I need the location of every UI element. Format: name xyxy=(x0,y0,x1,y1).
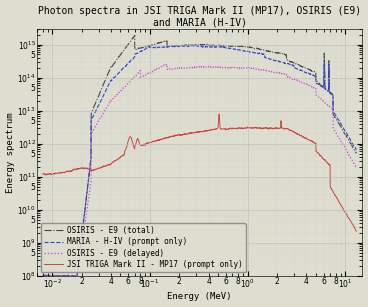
OSIRIS - E9 (total) xyxy=(190,44,194,47)
OSIRIS - E9 (delayed) xyxy=(329,106,333,109)
X-axis label: Energy (MeV): Energy (MeV) xyxy=(167,293,232,301)
MARIA - H-IV (prompt only) xyxy=(345,132,349,135)
OSIRIS - E9 (total) xyxy=(57,275,61,278)
JSI TRIGA Mark II - MP17 (prompt only) xyxy=(329,187,333,191)
OSIRIS - E9 (total) xyxy=(345,135,349,139)
OSIRIS - E9 (delayed) xyxy=(45,275,49,278)
OSIRIS - E9 (delayed) xyxy=(354,165,358,169)
JSI TRIGA Mark II - MP17 (prompt only) xyxy=(190,131,194,135)
Legend: OSIRIS - E9 (total), MARIA - H-IV (prompt only), OSIRIS - E9 (delayed), JSI TRIG: OSIRIS - E9 (total), MARIA - H-IV (promp… xyxy=(41,223,245,272)
MARIA - H-IV (prompt only) xyxy=(190,44,194,48)
OSIRIS - E9 (total) xyxy=(40,274,45,278)
JSI TRIGA Mark II - MP17 (prompt only) xyxy=(217,112,221,116)
OSIRIS - E9 (delayed) xyxy=(269,70,273,73)
MARIA - H-IV (prompt only) xyxy=(175,45,179,48)
OSIRIS - E9 (total) xyxy=(354,151,358,155)
MARIA - H-IV (prompt only) xyxy=(354,148,358,152)
OSIRIS - E9 (total) xyxy=(269,50,273,53)
MARIA - H-IV (prompt only) xyxy=(172,45,177,49)
JSI TRIGA Mark II - MP17 (prompt only) xyxy=(175,134,179,137)
OSIRIS - E9 (delayed) xyxy=(175,67,179,70)
Line: OSIRIS - E9 (delayed): OSIRIS - E9 (delayed) xyxy=(43,64,356,277)
JSI TRIGA Mark II - MP17 (prompt only) xyxy=(354,229,358,233)
Title: Photon spectra in JSI TRIGA Mark II (MP17), OSIRIS (E9)
and MARIA (H-IV): Photon spectra in JSI TRIGA Mark II (MP1… xyxy=(38,6,361,28)
OSIRIS - E9 (delayed) xyxy=(190,66,194,69)
JSI TRIGA Mark II - MP17 (prompt only) xyxy=(172,134,177,138)
Y-axis label: Energy spectrum: Energy spectrum xyxy=(6,112,15,192)
Line: OSIRIS - E9 (total): OSIRIS - E9 (total) xyxy=(43,35,356,277)
OSIRIS - E9 (delayed) xyxy=(345,149,349,153)
OSIRIS - E9 (delayed) xyxy=(40,274,45,278)
Line: MARIA - H-IV (prompt only): MARIA - H-IV (prompt only) xyxy=(43,45,356,277)
JSI TRIGA Mark II - MP17 (prompt only) xyxy=(268,126,273,130)
JSI TRIGA Mark II - MP17 (prompt only) xyxy=(344,213,349,217)
OSIRIS - E9 (delayed) xyxy=(173,67,177,71)
Line: JSI TRIGA Mark II - MP17 (prompt only): JSI TRIGA Mark II - MP17 (prompt only) xyxy=(43,114,356,231)
OSIRIS - E9 (delayed) xyxy=(165,62,169,66)
MARIA - H-IV (prompt only) xyxy=(40,274,45,278)
JSI TRIGA Mark II - MP17 (prompt only) xyxy=(40,172,45,176)
OSIRIS - E9 (total) xyxy=(175,43,179,47)
OSIRIS - E9 (total) xyxy=(173,45,177,48)
MARIA - H-IV (prompt only) xyxy=(194,43,199,47)
OSIRIS - E9 (total) xyxy=(329,92,333,96)
MARIA - H-IV (prompt only) xyxy=(269,57,273,61)
MARIA - H-IV (prompt only) xyxy=(49,275,53,278)
MARIA - H-IV (prompt only) xyxy=(329,91,333,95)
OSIRIS - E9 (total) xyxy=(132,33,137,37)
